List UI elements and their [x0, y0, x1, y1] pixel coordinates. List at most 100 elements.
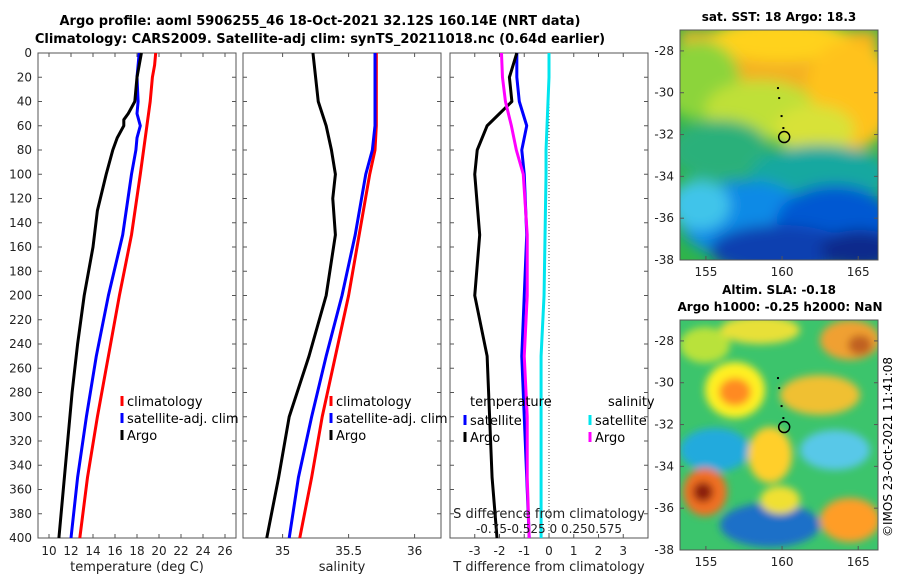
sla-track-dot	[780, 405, 783, 408]
x-tick-label: 16	[107, 544, 122, 558]
x-tick-label: 0	[545, 544, 553, 558]
sla-map-subtitle: Argo h1000: -0.25 h2000: NaN	[677, 300, 883, 314]
sla-lat-label: -32	[654, 418, 674, 432]
sst-track-dot	[780, 115, 783, 118]
x-tick-label: 14	[85, 544, 100, 558]
top-axis-label: S difference from climatology	[453, 507, 645, 522]
y-tick-label: 60	[17, 119, 32, 133]
y-tick-label: 40	[17, 95, 32, 109]
y-tick-label: 120	[9, 192, 32, 206]
sla-map-title: Altim. SLA: -0.18	[722, 283, 836, 297]
sla-track-dot	[782, 417, 785, 420]
x-tick-label: -3	[469, 544, 481, 558]
sst-lon-label: 160	[771, 265, 794, 279]
legend-label: Argo	[336, 429, 366, 444]
x-axis-label: temperature (deg C)	[70, 560, 204, 575]
y-tick-label: 20	[17, 70, 32, 84]
x-axis-label: salinity	[319, 560, 366, 575]
legend-label: Argo	[470, 431, 500, 446]
legend-title-temperature: temperature	[470, 395, 552, 410]
chart-title-line1: Argo profile: aoml 5906255_46 18-Oct-202…	[59, 14, 581, 29]
sst-lon-label: 155	[694, 265, 717, 279]
sla-track-dot	[776, 377, 779, 380]
y-tick-label: 160	[9, 240, 32, 254]
y-tick-label: 340	[9, 458, 32, 472]
y-tick-label: 360	[9, 483, 32, 497]
x-tick-label: 35	[275, 544, 290, 558]
sst-map-title: sat. SST: 18 Argo: 18.3	[701, 10, 857, 24]
x-axis-label: T difference from climatology	[452, 560, 645, 575]
sst-lat-label: -36	[654, 211, 674, 225]
y-tick-label: 280	[9, 386, 32, 400]
sla-lon-label: 155	[694, 555, 717, 569]
legend-label: satellite-adj. clim	[336, 412, 448, 427]
series-line-climatology	[78, 52, 158, 539]
chart-title-line2: Climatology: CARS2009. Satellite-adj cli…	[34, 32, 606, 47]
x-tick-label: 2	[595, 544, 603, 558]
x-tick-label: 20	[151, 544, 166, 558]
sst-map	[680, 30, 878, 260]
sla-lat-label: -34	[654, 459, 674, 473]
y-tick-label: 400	[9, 531, 32, 545]
sla-track-dot	[778, 387, 781, 390]
legend-label: Argo	[595, 431, 625, 446]
sst-track-dot	[776, 87, 779, 90]
x-tick-label: -2	[494, 544, 506, 558]
legend-label: climatology	[336, 395, 412, 410]
y-tick-label: 140	[9, 216, 32, 230]
sst-float-marker	[777, 130, 791, 144]
profile-panel-2: 35 35.5 36 salinity climatology satellite-adj…	[242, 52, 448, 575]
y-tick-label: 380	[9, 507, 32, 521]
y-tick-label: 220	[9, 313, 32, 327]
sst-track-dot	[778, 97, 781, 100]
sst-lat-label: -30	[654, 86, 674, 100]
sst-lon-label: 165	[847, 265, 870, 279]
top-tick-labels: -0.75-0.525 0 0.250.575	[476, 522, 622, 536]
sst-track-dot	[782, 127, 785, 130]
series-line-argo	[57, 52, 143, 539]
y-tick-label: 320	[9, 434, 32, 448]
y-tick-label: 200	[9, 289, 32, 303]
profile-panel-1: 0 20 40 60 80 100 120 140 160 180 200 220 240 260 280 3…	[9, 46, 239, 575]
sla-lat-label: -38	[654, 543, 674, 557]
sla-lat-label: -36	[654, 501, 674, 515]
sst-lat-label: -38	[654, 253, 674, 267]
y-tick-label: 240	[9, 337, 32, 351]
legend-title-salinity: salinity	[608, 395, 655, 410]
sla-float-marker	[777, 420, 791, 434]
x-tick-label: 18	[129, 544, 144, 558]
x-tick-label: 36	[407, 544, 422, 558]
y-tick-label: 300	[9, 410, 32, 424]
y-tick-label: 80	[17, 143, 32, 157]
legend-label: satellite-adj. clim	[127, 412, 239, 427]
sst-lat-label: -32	[654, 128, 674, 142]
y-tick-label: 260	[9, 361, 32, 375]
axes-frame	[37, 52, 237, 539]
y-tick-label: 100	[9, 167, 32, 181]
x-tick-label: 3	[619, 544, 627, 558]
legend-label: satellite	[595, 414, 647, 429]
series-line-satellite-adj-clim	[287, 53, 377, 539]
legend-label: climatology	[127, 395, 203, 410]
x-tick-label: 12	[63, 544, 78, 558]
x-tick-label: 10	[41, 544, 56, 558]
sla-lon-label: 165	[847, 555, 870, 569]
series-line-temperature-argo	[473, 52, 519, 539]
x-tick-label: 1	[570, 544, 578, 558]
sst-lat-label: -34	[654, 169, 674, 183]
x-tick-label: -1	[518, 544, 530, 558]
sla-map	[680, 320, 878, 550]
sst-lat-label: -28	[654, 44, 674, 58]
y-tick-label: 0	[24, 46, 32, 60]
x-tick-label: 24	[195, 544, 210, 558]
series-line-salinity-satellite	[539, 53, 551, 538]
sla-lon-label: 160	[771, 555, 794, 569]
legend-label: satellite	[470, 414, 522, 429]
profile-panel-3: -3 -2 -1 0 1 2 3 T difference from climatology t…	[449, 52, 655, 575]
x-tick-label: 26	[217, 544, 232, 558]
series-line-salinity-argo	[499, 52, 531, 539]
x-tick-label: 35.5	[335, 544, 362, 558]
series-line-argo	[265, 52, 337, 539]
legend-label: Argo	[127, 429, 157, 444]
